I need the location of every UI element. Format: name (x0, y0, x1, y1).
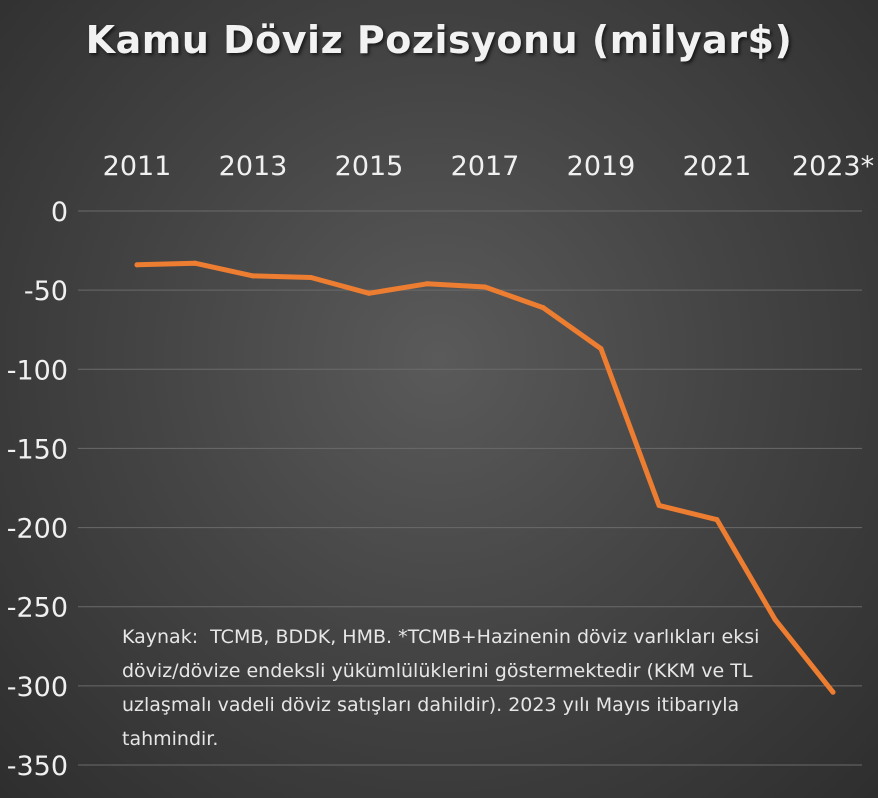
y-axis-tick-labels: 0 -50 -100 -150 -200 -250 -300 -350 (7, 197, 68, 782)
y-tick-label: -150 (7, 434, 68, 465)
x-tick-label: 2013 (219, 151, 288, 182)
y-tick-label: -200 (7, 514, 68, 545)
data-point (134, 262, 140, 268)
x-tick-label: 2019 (567, 151, 636, 182)
y-tick-label: 0 (51, 197, 68, 228)
data-point (192, 260, 198, 266)
y-tick-label: -250 (7, 593, 68, 624)
data-point (540, 305, 546, 311)
y-tick-label: -100 (7, 355, 68, 386)
data-point (250, 273, 256, 279)
x-axis-tick-labels: 2011 2013 2015 2017 2019 2021 2023* (103, 151, 874, 182)
chart-title: Kamu Döviz Pozisyonu (milyar$) (85, 18, 793, 62)
x-tick-label: 2021 (683, 151, 752, 182)
data-point (772, 616, 778, 622)
y-tick-label: -350 (7, 751, 68, 782)
y-tick-label: -50 (24, 276, 68, 307)
data-point (482, 284, 488, 290)
data-point (714, 517, 720, 523)
y-tick-label: -300 (7, 672, 68, 703)
data-point (424, 281, 430, 287)
data-point (366, 290, 372, 296)
x-tick-label: 2011 (103, 151, 172, 182)
x-tick-label: 2017 (451, 151, 520, 182)
gridlines (78, 210, 862, 766)
data-point (598, 346, 604, 352)
data-series (134, 260, 836, 695)
source-note: Kaynak: TCMB, BDDK, HMB. *TCMB+Hazinenin… (122, 626, 766, 750)
data-point (830, 689, 836, 695)
x-tick-label: 2023* (792, 151, 874, 182)
x-tick-label: 2015 (335, 151, 404, 182)
data-point (656, 502, 662, 508)
data-point (308, 274, 314, 280)
